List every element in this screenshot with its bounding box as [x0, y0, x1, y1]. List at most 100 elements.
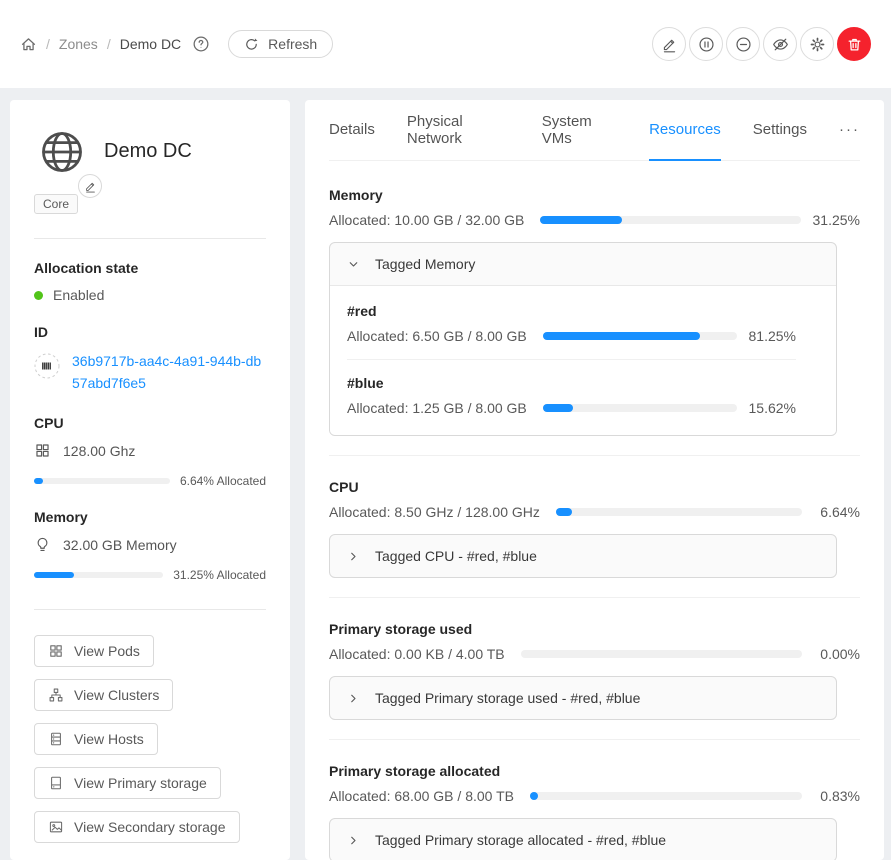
tab-resources[interactable]: Resources — [649, 100, 721, 161]
edit-zone-button[interactable] — [652, 27, 686, 61]
cpu-value-row: 128.00 Ghz — [34, 442, 266, 459]
view-hosts-button[interactable]: View Hosts — [34, 723, 158, 756]
allocation-state-label: Allocation state — [34, 260, 139, 276]
cpu-allocated-label: 6.64% Allocated — [179, 474, 266, 489]
breadcrumb-zones-link[interactable]: Zones — [58, 36, 98, 52]
view-hosts-label: View Hosts — [74, 731, 144, 748]
hdd-icon — [48, 775, 64, 791]
tab-details[interactable]: Details — [329, 121, 375, 138]
help-icon[interactable] — [192, 35, 210, 53]
view-primary-storage-label: View Primary storage — [74, 775, 207, 792]
remove-zone-button[interactable] — [726, 27, 760, 61]
breadcrumb-separator: / — [46, 36, 50, 52]
tagged-primary-storage-allocated-toggle[interactable]: Tagged Primary storage allocated - #red,… — [330, 819, 836, 860]
database-icon — [48, 731, 64, 747]
view-secondary-storage-button[interactable]: View Secondary storage — [34, 811, 240, 844]
zone-info-card: Demo DC Core Allocation state Enabled ID… — [10, 100, 290, 860]
chevron-right-icon — [347, 834, 360, 847]
view-clusters-button[interactable]: View Clusters — [34, 679, 174, 712]
main-layout: Demo DC Core Allocation state Enabled ID… — [0, 88, 891, 860]
disable-zone-button[interactable] — [689, 27, 723, 61]
view-pods-button[interactable]: View Pods — [34, 635, 154, 668]
cluster-icon — [48, 687, 64, 703]
resource-section-primary-storage-allocated: Primary storage allocated Allocated: 68.… — [329, 763, 860, 860]
section-title: Memory — [329, 187, 383, 203]
allocation-row: Allocated: 10.00 GB / 32.00 GB 31.25% — [329, 212, 860, 228]
section-title: CPU — [329, 479, 359, 495]
zone-id-link[interactable]: 36b9717b-aa4c-4a91-944b-db57abd7f6e5 — [72, 353, 262, 391]
allocation-row: Allocated: 6.50 GB / 8.00 GB 81.25% — [347, 328, 796, 344]
tab-physical-network[interactable]: Physical Network — [406, 112, 463, 147]
progress-track — [529, 792, 802, 800]
allocation-row: Allocated: 0.00 KB / 4.00 TB 0.00% — [329, 646, 860, 662]
allocated-text: Allocated: 68.00 GB / 8.00 TB — [329, 788, 514, 804]
memory-value-row: 32.00 GB Memory — [34, 536, 266, 553]
tag-title: #red — [347, 303, 377, 319]
memory-value: 32.00 GB Memory — [63, 536, 177, 553]
more-tabs-icon[interactable]: ··· — [839, 121, 860, 138]
delete-zone-button[interactable] — [837, 27, 871, 61]
progress-track — [520, 650, 802, 658]
hide-zone-button[interactable] — [763, 27, 797, 61]
tagged-primary-storage-used-toggle[interactable]: Tagged Primary storage used - #red, #blu… — [330, 677, 836, 719]
tab-settings[interactable]: Settings — [752, 121, 807, 138]
section-title: Primary storage used — [329, 621, 473, 637]
breadcrumb-current: Demo DC — [119, 36, 182, 52]
chevron-right-icon — [347, 550, 360, 563]
cpu-label: CPU — [34, 415, 64, 432]
breadcrumb-separator: / — [106, 36, 111, 52]
pause-circle-icon — [698, 36, 715, 53]
status-dot-enabled — [34, 290, 43, 300]
allocation-state-row: Enabled — [34, 287, 266, 303]
memory-label: Memory — [34, 509, 88, 526]
settings-button[interactable] — [800, 27, 834, 61]
resource-section-cpu: CPU Allocated: 8.50 GHz / 128.00 GHz 6.6… — [329, 479, 860, 578]
refresh-label: Refresh — [268, 36, 318, 52]
divider — [329, 597, 860, 598]
bulb-icon — [34, 536, 51, 553]
zone-title: Demo DC — [104, 140, 192, 162]
view-buttons: View Pods View Clusters View Hosts View … — [34, 635, 266, 844]
percent-text: 0.83% — [820, 788, 860, 804]
tagged-panel-label: Tagged CPU - #red, #blue — [375, 548, 537, 564]
tagged-panel-label: Tagged Memory — [375, 256, 476, 272]
zone-header: Demo DC Core — [34, 128, 266, 224]
eye-invisible-icon — [772, 36, 789, 53]
id-row: 36b9717b-aa4c-4a91-944b-db57abd7f6e5 — [34, 351, 266, 394]
divider — [329, 455, 860, 456]
tagged-primary-storage-allocated-panel: Tagged Primary storage allocated - #red,… — [329, 818, 837, 860]
gear-icon — [809, 36, 826, 53]
view-primary-storage-button[interactable]: View Primary storage — [34, 767, 221, 800]
tagged-item-red: #red Allocated: 6.50 GB / 8.00 GB 81.25% — [347, 303, 796, 344]
refresh-icon — [244, 37, 259, 52]
section-title: Primary storage allocated — [329, 763, 501, 779]
allocation-row: Allocated: 1.25 GB / 8.00 GB 15.62% — [347, 400, 796, 416]
zone-tag-core: Core — [34, 194, 79, 214]
tagged-cpu-toggle[interactable]: Tagged CPU - #red, #blue — [330, 535, 836, 577]
memory-progress-row: 31.25% Allocated — [34, 568, 266, 582]
appstore-icon — [48, 643, 64, 659]
allocated-text: Allocated: 8.50 GHz / 128.00 GHz — [329, 504, 540, 520]
edit-icon — [84, 180, 97, 193]
memory-allocated-label: 31.25% Allocated — [173, 568, 266, 583]
edit-tag-button[interactable] — [78, 174, 102, 198]
tagged-cpu-panel: Tagged CPU - #red, #blue — [329, 534, 837, 578]
allocation-row: Allocated: 8.50 GHz / 128.00 GHz 6.64% — [329, 504, 860, 520]
refresh-button[interactable]: Refresh — [228, 30, 334, 58]
chevron-down-icon — [347, 258, 360, 271]
cpu-progress-row: 6.64% Allocated — [34, 474, 266, 488]
tab-system-vms[interactable]: System VMs — [541, 112, 592, 147]
home-icon[interactable] — [20, 36, 37, 53]
progress-track — [555, 508, 802, 516]
cpu-grid-icon — [34, 442, 51, 459]
divider — [347, 359, 796, 360]
progress-track — [540, 216, 801, 224]
trash-icon — [846, 36, 863, 53]
tagged-memory-toggle[interactable]: Tagged Memory — [330, 243, 836, 285]
zone-action-bar — [652, 27, 871, 61]
allocated-text: Allocated: 1.25 GB / 8.00 GB — [347, 400, 527, 416]
id-label: ID — [34, 324, 48, 340]
percent-text: 0.00% — [820, 646, 860, 662]
resource-section-primary-storage-used: Primary storage used Allocated: 0.00 KB … — [329, 621, 860, 720]
cpu-value: 128.00 Ghz — [63, 442, 136, 459]
